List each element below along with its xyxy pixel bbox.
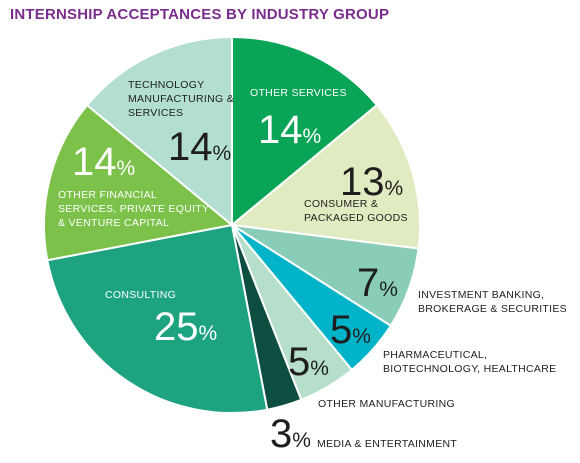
pie-slice-9: [85, 35, 233, 228]
percent-sign: %: [292, 429, 311, 452]
slice-label-line: PHARMACEUTICAL,: [383, 349, 487, 361]
slice-percent-9: 14%: [168, 125, 231, 169]
slice-label-line: BROKERAGE & SECURITIES: [418, 303, 567, 315]
slice-label-4: PHARMACEUTICAL, BIOTECHNOLOGY, HEALTHCARE: [383, 349, 556, 375]
percent-sign: %: [213, 142, 232, 165]
slice-percent-7: 25%: [154, 305, 217, 349]
slice-label-line: TECHNOLOGY: [128, 79, 205, 91]
slice-label-line: MEDIA & ENTERTAINMENT: [317, 438, 457, 450]
slice-label-3: INVESTMENT BANKING, BROKERAGE & SECURITIE…: [418, 289, 567, 315]
slice-label-line: CONSULTING: [105, 289, 176, 301]
slice-label-2: CONSUMER & PACKAGED GOODS: [304, 198, 408, 224]
percent-sign: %: [352, 325, 371, 348]
slice-percent-value: 3: [270, 412, 292, 456]
slice-percent-value: 14: [168, 125, 213, 169]
slice-percent-value: 14: [258, 108, 303, 152]
slice-label-1: OTHER SERVICES: [250, 87, 347, 99]
slice-percent-value: 7: [357, 261, 379, 305]
slice-label-line: SERVICES: [128, 107, 183, 119]
percent-sign: %: [303, 125, 322, 148]
slice-label-line: & VENTURE CAPITAL: [58, 217, 169, 229]
slice-label-6: MEDIA & ENTERTAINMENT: [317, 438, 457, 450]
pie-slice-1: [231, 35, 379, 228]
slice-percent-value: 5: [288, 340, 310, 384]
slice-percent-value: 13: [340, 160, 385, 204]
slice-label-line: MANUFACTURING &: [128, 93, 234, 105]
percent-sign: %: [385, 177, 404, 200]
slice-percent-6: 3%: [270, 412, 311, 456]
slice-label-line: SERVICES, PRIVATE EQUITY: [58, 203, 209, 215]
slice-percent-8: 14%: [72, 140, 135, 184]
slice-label-line: CONSUMER &: [304, 198, 378, 210]
slice-percent-4: 5%: [330, 308, 371, 352]
slice-label-line: PACKAGED GOODS: [304, 212, 408, 224]
pie-slice-2: [229, 103, 421, 250]
slice-percent-value: 5: [330, 308, 352, 352]
slice-label-line: OTHER SERVICES: [250, 87, 347, 99]
pie-slices: [43, 35, 421, 414]
slice-percent-2: 13%: [340, 160, 403, 204]
pie-slice-7: [46, 223, 269, 414]
percent-sign: %: [199, 322, 218, 345]
slice-percent-value: 14: [72, 140, 117, 184]
slice-label-line: INVESTMENT BANKING,: [418, 289, 544, 301]
slice-label-5: OTHER MANUFACTURING: [318, 398, 455, 410]
slice-percent-1: 14%: [258, 108, 321, 152]
slice-percent-5: 5%: [288, 340, 329, 384]
slice-label-9: TECHNOLOGY MANUFACTURING & SERVICES: [128, 79, 234, 119]
slice-label-line: OTHER FINANCIAL: [58, 189, 157, 201]
slice-percent-value: 25: [154, 305, 199, 349]
slice-label-line: BIOTECHNOLOGY, HEALTHCARE: [383, 363, 556, 375]
percent-sign: %: [117, 157, 136, 180]
chart-title: INTERNSHIP ACCEPTANCES BY INDUSTRY GROUP: [10, 6, 390, 23]
pie-slice-8: [43, 103, 235, 262]
percent-sign: %: [379, 278, 398, 301]
slice-label-8: OTHER FINANCIAL SERVICES, PRIVATE EQUITY &…: [58, 189, 209, 229]
percent-sign: %: [310, 357, 329, 380]
slice-label-line: OTHER MANUFACTURING: [318, 398, 455, 410]
slice-percent-3: 7%: [357, 261, 398, 305]
slice-label-7: CONSULTING: [105, 289, 176, 301]
